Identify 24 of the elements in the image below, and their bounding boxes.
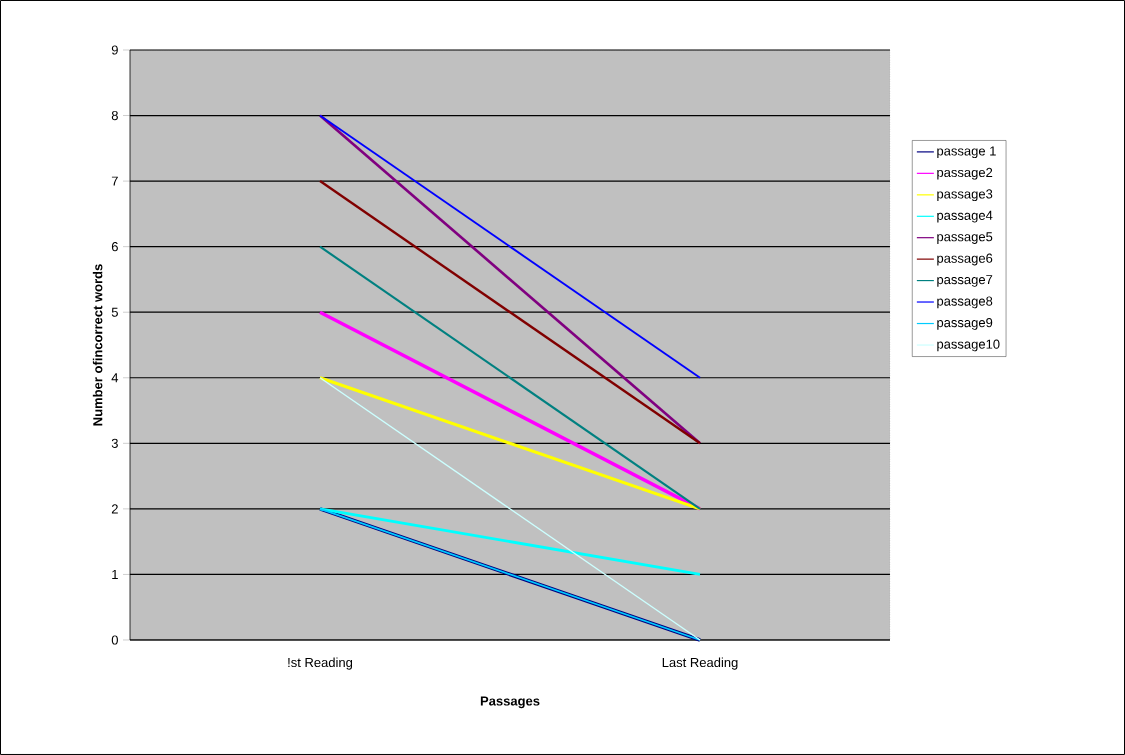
y-tick-label: 1 <box>112 569 118 579</box>
x-axis-title: Passages <box>480 696 540 709</box>
y-tick-label: 6 <box>111 242 118 252</box>
y-tick-label: 9 <box>111 45 118 55</box>
legend-label: passage3 <box>937 189 993 202</box>
legend-label: passage2 <box>937 167 993 180</box>
y-tick-label: 0 <box>111 635 118 645</box>
y-tick-label: 2 <box>111 504 118 514</box>
legend-label: passage6 <box>937 253 993 266</box>
legend-label: passage7 <box>937 275 993 287</box>
legend-label: passage9 <box>937 318 993 330</box>
y-tick-label: 3 <box>111 438 118 448</box>
legend-label: passage 1 <box>937 146 996 159</box>
legend-label: passage4 <box>937 210 993 223</box>
y-axis-title: Number ofincorrect words <box>92 264 103 426</box>
legend-label: passage10 <box>937 339 1000 352</box>
legend-label: passage5 <box>937 232 993 244</box>
y-tick-label: 8 <box>111 110 118 121</box>
y-tick-label: 5 <box>111 307 118 317</box>
x-tick-label: !st Reading <box>288 657 353 670</box>
y-tick-label: 4 <box>111 373 119 383</box>
legend-label: passage8 <box>937 296 993 309</box>
x-tick-label: Last Reading <box>662 657 738 670</box>
y-tick-label: 7 <box>111 176 118 186</box>
